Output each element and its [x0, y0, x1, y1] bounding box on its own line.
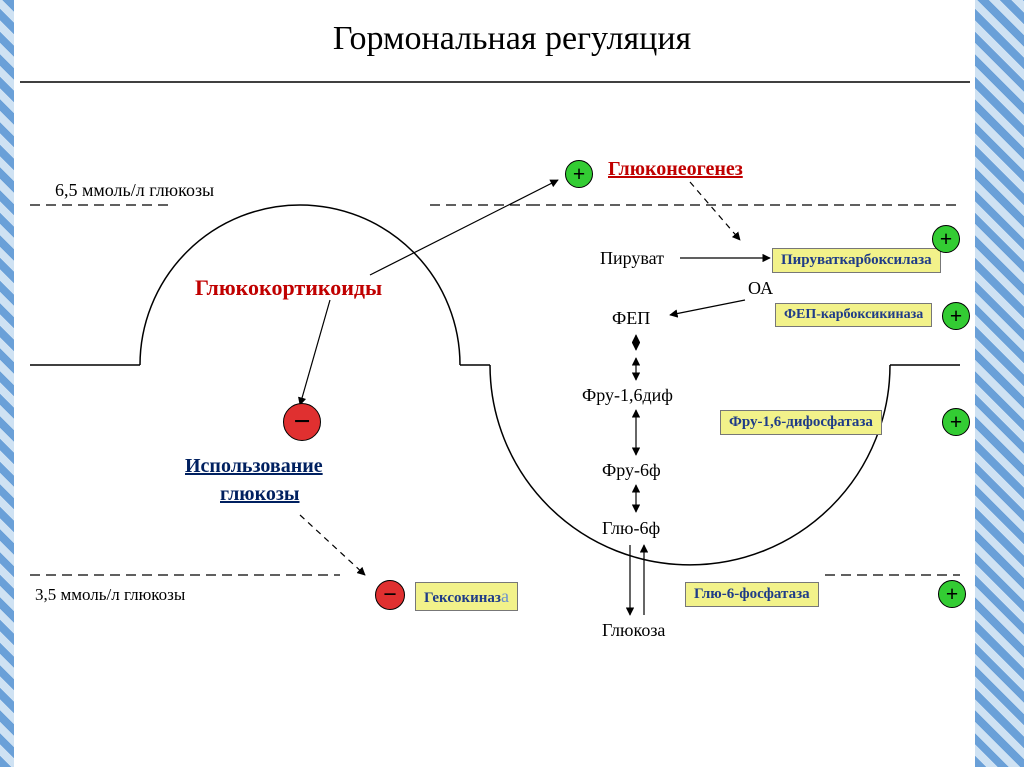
- enzyme-glu6pase: Глю-6-фосфатаза: [685, 582, 819, 607]
- hexokinase-part2: а: [501, 586, 509, 606]
- glucose-usage-line1: Использование: [185, 455, 323, 478]
- side-strip-left: [0, 0, 14, 767]
- fru16dip-label: Фру-1,6диф: [582, 385, 673, 406]
- minus-icon: −: [375, 580, 405, 610]
- glucose-label: Глюкоза: [602, 620, 665, 641]
- pep-label: ФЕП: [612, 308, 650, 329]
- pyruvate-label: Пируват: [600, 248, 664, 269]
- lower-threshold-label: 3,5 ммоль/л глюкозы: [35, 585, 185, 605]
- plus-icon: +: [565, 160, 593, 188]
- oa-label: ОА: [748, 278, 773, 299]
- plus-icon: +: [932, 225, 960, 253]
- diagram-svg: [0, 0, 1024, 767]
- fru6p-label: Фру-6ф: [602, 460, 661, 481]
- hexokinase-part1: Гексокиназ: [424, 590, 501, 606]
- upper-threshold-label: 6,5 ммоль/л глюкозы: [55, 180, 214, 201]
- minus-icon: −: [283, 403, 321, 441]
- enzyme-hexokinase: Гексокиназа: [415, 582, 518, 611]
- page-title: Гормональная регуляция: [0, 20, 1024, 58]
- glucose-usage-line2: глюкозы: [220, 483, 299, 506]
- glucocorticoids-label: Глюкокортикоиды: [195, 275, 382, 301]
- plus-icon: +: [942, 408, 970, 436]
- enzyme-pyruvate-carboxylase: Пируваткарбоксилаза: [772, 248, 941, 273]
- enzyme-fru16dpase-real: Фру-1,6-дифосфатаза: [720, 410, 882, 435]
- side-strip-right: [975, 0, 1024, 767]
- enzyme-pep-carboxykinase: ФЕП-карбоксикиназа: [775, 303, 932, 327]
- glu6p-label: Глю-6ф: [602, 518, 660, 539]
- gluconeogenesis-label: Глюконеогенез: [608, 158, 743, 181]
- plus-icon: +: [942, 302, 970, 330]
- plus-icon: +: [938, 580, 966, 608]
